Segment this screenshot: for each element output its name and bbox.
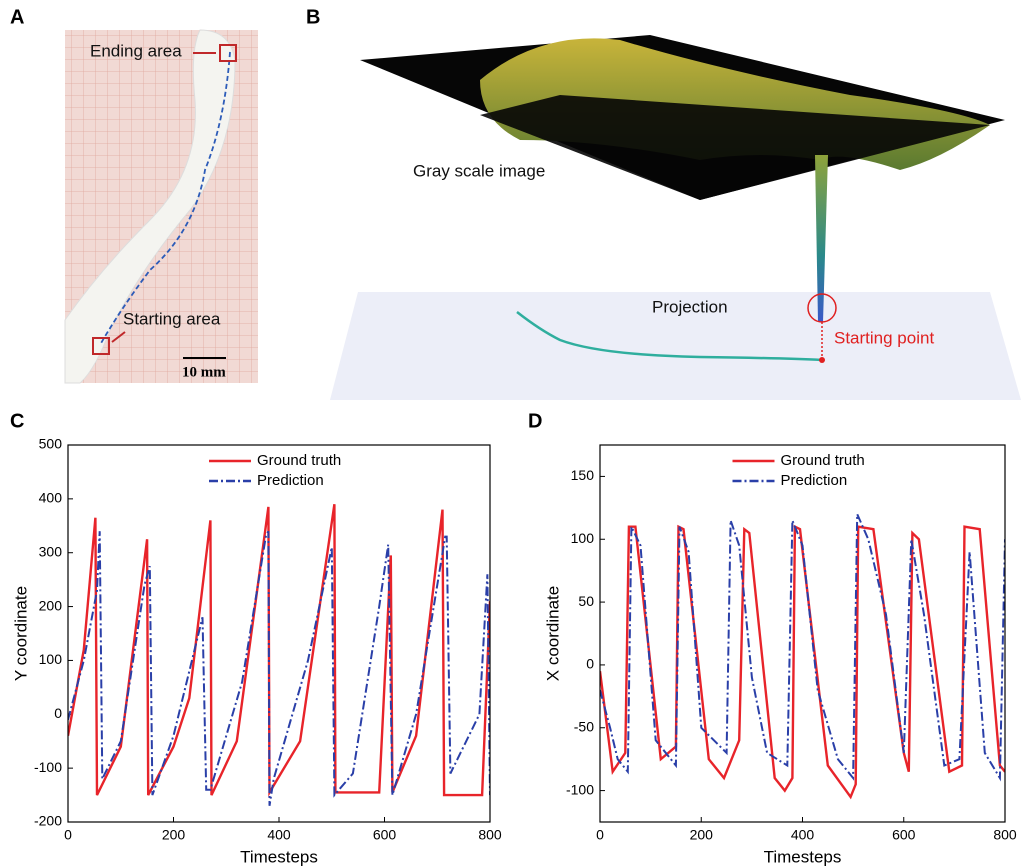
y-tick-label: 50 <box>578 593 594 609</box>
x-tick-label: 200 <box>162 827 186 843</box>
x-tick-label: 0 <box>64 827 72 843</box>
legend-label: Ground truth <box>257 452 341 469</box>
surface-3d <box>330 35 1021 400</box>
x-tick-label: 400 <box>791 827 815 843</box>
photo <box>64 29 258 384</box>
annotation: Starting area <box>123 309 221 328</box>
y-tick-label: 0 <box>54 705 62 721</box>
y-tick-label: 300 <box>39 543 63 559</box>
legend-label: Prediction <box>257 472 324 489</box>
panel-label: C <box>10 410 24 432</box>
annotation: Projection <box>652 297 728 316</box>
panel-label: D <box>528 410 542 432</box>
annotation: Gray scale image <box>413 161 545 180</box>
legend-label: Ground truth <box>781 452 865 469</box>
y-tick-label: -200 <box>34 813 62 829</box>
x-tick-label: 200 <box>690 827 714 843</box>
x-axis-label: Timesteps <box>764 847 842 866</box>
annotation: Starting point <box>834 328 934 347</box>
y-tick-label: 150 <box>571 467 595 483</box>
y-tick-label: 100 <box>39 651 63 667</box>
legend-label: Prediction <box>781 472 848 489</box>
y-tick-label: 0 <box>586 656 594 672</box>
x-tick-label: 0 <box>596 827 604 843</box>
panel-label: B <box>306 6 320 28</box>
x-tick-label: 400 <box>267 827 291 843</box>
scale-label: 10 mm <box>182 364 226 380</box>
x-tick-label: 800 <box>993 827 1017 843</box>
plot-frame <box>599 444 1006 823</box>
y-axis-label: X coordinate <box>543 586 562 681</box>
y-axis-label: Y coordinate <box>11 586 30 681</box>
y-tick-label: -100 <box>566 781 594 797</box>
panel-label: A <box>10 6 24 28</box>
y-tick-label: 200 <box>39 597 63 613</box>
x-tick-label: 600 <box>373 827 397 843</box>
x-axis-label: Timesteps <box>240 847 318 866</box>
x-tick-label: 800 <box>478 827 502 843</box>
plot-frame <box>67 444 491 823</box>
y-tick-label: -100 <box>34 759 62 775</box>
x-tick-label: 600 <box>892 827 916 843</box>
data-line <box>600 513 1005 782</box>
y-tick-label: 500 <box>39 436 63 452</box>
annotation: Ending area <box>90 41 182 60</box>
y-tick-label: 400 <box>39 490 63 506</box>
data-line <box>600 524 1005 800</box>
y-tick-label: -50 <box>574 718 594 734</box>
data-line <box>68 504 490 797</box>
data-line <box>68 530 490 806</box>
y-tick-label: 100 <box>571 530 595 546</box>
